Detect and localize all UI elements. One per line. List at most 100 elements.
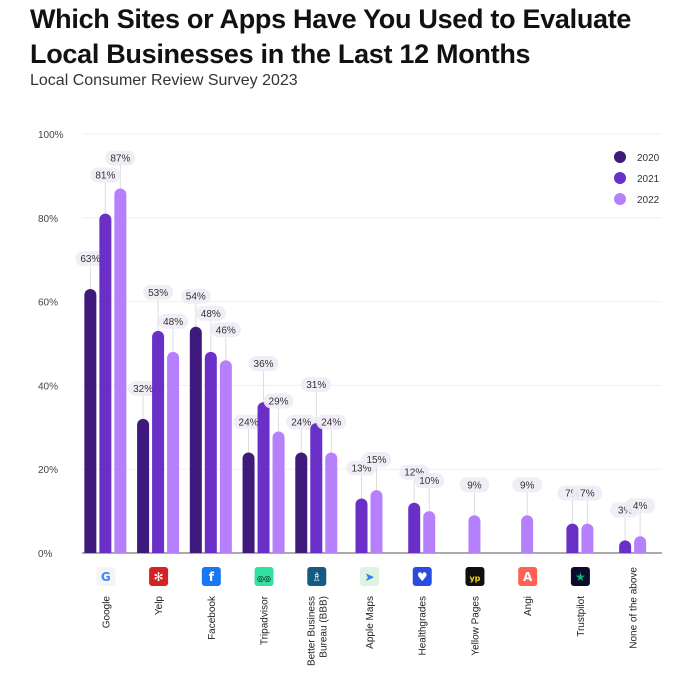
data-label-bg: [301, 377, 332, 393]
legend-label: 2022: [637, 195, 660, 206]
data-label-bg: [158, 313, 189, 329]
category-label: Yelp: [154, 596, 165, 616]
data-label-bg: [316, 414, 347, 430]
angi-icon: [518, 567, 538, 586]
bar-2022: [521, 515, 534, 553]
bar-2021: [619, 540, 632, 553]
data-label: 15%: [366, 455, 386, 466]
bbb-icon-glyph: ♗: [311, 570, 322, 584]
healthgrades-icon: [412, 567, 432, 586]
data-label-bg: [361, 452, 392, 468]
bar-2022: [219, 360, 232, 553]
data-label: 4%: [633, 501, 648, 512]
y-tick-label: 0%: [38, 549, 53, 560]
category-label: Google: [101, 596, 112, 629]
healthgrades-icon-glyph: ♥: [417, 570, 428, 584]
bar-2022: [370, 490, 383, 553]
y-tick-label: 80%: [38, 214, 58, 225]
y-tick-label: 40%: [38, 381, 58, 392]
data-label-bg: [143, 284, 174, 300]
data-label: 3%: [618, 505, 633, 516]
google-icon-glyph: G: [101, 570, 111, 584]
data-label: 29%: [269, 396, 289, 407]
category-label: Yellow Pages: [470, 596, 481, 656]
data-label: 13%: [351, 464, 371, 475]
legend-swatch: [614, 172, 626, 184]
category-label: Angi: [523, 596, 534, 616]
data-label-bg: [75, 251, 106, 267]
data-label-bg: [248, 356, 279, 372]
legend-label: 2020: [637, 153, 660, 164]
data-label: 54%: [186, 292, 206, 303]
data-label-bg: [286, 414, 317, 430]
bar-2022: [272, 431, 285, 553]
data-label-bg: [233, 414, 264, 430]
data-label: 81%: [95, 171, 115, 182]
y-tick-label: 60%: [38, 298, 58, 309]
trustpilot-icon-glyph: ★: [575, 570, 586, 584]
category-label: Trustpilot: [576, 596, 587, 637]
category-label: Healthgrades: [418, 596, 429, 655]
bar-2021: [355, 498, 368, 553]
yelp-icon-glyph: ✻: [154, 570, 164, 584]
bar-2022: [167, 351, 180, 553]
chart-subtitle: Local Consumer Review Survey 2023: [30, 72, 298, 89]
data-label: 7%: [565, 489, 580, 500]
data-label: 63%: [80, 254, 100, 265]
data-label: 87%: [110, 153, 130, 164]
yellow-pages-icon-glyph: yp: [469, 574, 480, 583]
data-label: 24%: [291, 417, 311, 428]
bar-2022: [634, 536, 647, 553]
data-label-bg: [263, 393, 294, 409]
yelp-icon: [149, 567, 169, 586]
legend-swatch: [614, 151, 626, 163]
data-label: 24%: [321, 417, 341, 428]
data-label: 9%: [520, 480, 535, 491]
data-label: 53%: [148, 288, 168, 299]
yellow-pages-icon: [465, 567, 485, 586]
category-label: Tripadvisor: [260, 595, 271, 645]
legend-swatch: [614, 193, 626, 205]
bar-2022: [114, 188, 127, 553]
data-label: 46%: [216, 325, 236, 336]
bar-2022: [468, 515, 481, 553]
angi-icon-glyph: A: [523, 570, 533, 584]
data-label-bg: [195, 305, 226, 321]
bar-2021: [310, 423, 323, 553]
facebook-icon: [201, 567, 221, 586]
category-label: None of the above: [629, 567, 640, 649]
bar-2021: [257, 402, 270, 553]
category-label: Bureau (BBB): [318, 596, 329, 658]
category-label: Facebook: [207, 595, 218, 640]
facebook-icon-glyph: f: [209, 570, 215, 584]
bar-2021: [408, 502, 421, 553]
data-label-bg: [128, 380, 159, 396]
bar-2022: [325, 452, 338, 553]
data-label: 48%: [201, 309, 221, 320]
data-label-bg: [572, 485, 603, 501]
bbb-icon: [307, 567, 327, 586]
y-tick-label: 20%: [38, 465, 58, 476]
data-label-bg: [414, 473, 445, 489]
tripadvisor-icon: [254, 567, 274, 586]
bar-2020: [137, 418, 150, 553]
data-label-bg: [459, 477, 490, 493]
tripadvisor-icon-glyph: ◎◎: [257, 574, 271, 583]
data-label-bg: [90, 167, 121, 183]
category-label: Apple Maps: [365, 596, 376, 649]
legend-label: 2021: [637, 174, 660, 185]
bar-2021: [204, 351, 217, 553]
bar-2021: [152, 330, 165, 553]
chart-title: Which Sites or Apps Have You Used to Eva…: [30, 4, 632, 69]
data-label: 12%: [404, 468, 424, 479]
data-label-bg: [180, 288, 211, 304]
google-icon: [96, 567, 116, 586]
data-label-bg: [210, 322, 241, 338]
y-tick-label: 100%: [38, 130, 64, 141]
data-label: 10%: [419, 476, 439, 487]
bar-2021: [566, 523, 579, 553]
data-label-bg: [625, 498, 656, 514]
apple-maps-icon-glyph: ➤: [364, 570, 374, 584]
bar-2020: [242, 452, 255, 553]
